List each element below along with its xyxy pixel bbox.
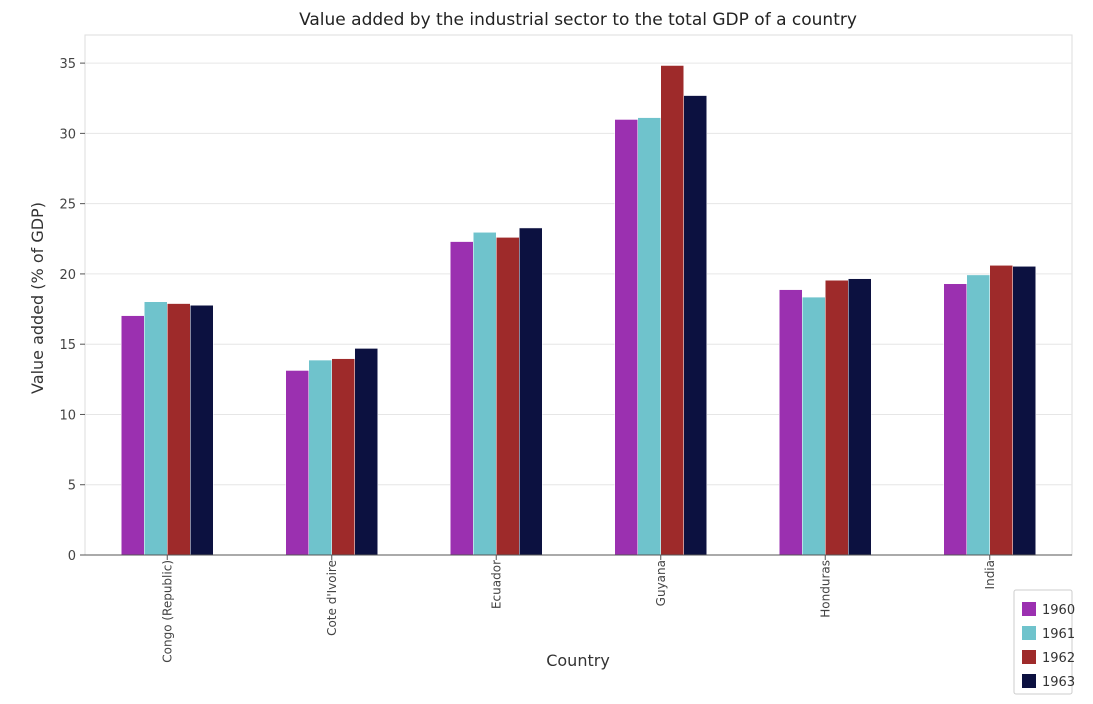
bar-1961-4 bbox=[802, 296, 826, 556]
bar-1960-2 bbox=[450, 241, 474, 556]
bar-1961-5 bbox=[966, 274, 990, 556]
bar-1962-3 bbox=[660, 65, 684, 556]
x-tick-label: Guyana bbox=[654, 560, 668, 606]
legend-swatch bbox=[1022, 650, 1036, 664]
legend: 1960 1961 1962 1963 bbox=[1013, 589, 1075, 695]
bar-1963-3 bbox=[683, 95, 707, 556]
bar-1962-1 bbox=[331, 358, 355, 556]
bar-1961-0 bbox=[144, 301, 168, 556]
bar-1963-4 bbox=[848, 278, 872, 556]
legend-swatch bbox=[1022, 674, 1036, 688]
bar-1963-1 bbox=[354, 348, 378, 556]
bar-1963-2 bbox=[519, 227, 543, 556]
y-axis-label: Value added (% of GDP) bbox=[28, 202, 47, 394]
y-tick-label: 0 bbox=[68, 549, 76, 564]
bar-1960-1 bbox=[285, 370, 309, 556]
bar-1960-3 bbox=[614, 119, 638, 556]
x-tick-label: Ecuador bbox=[489, 560, 503, 609]
y-tick-label: 25 bbox=[59, 198, 76, 213]
bar-1962-0 bbox=[167, 303, 191, 556]
legend-swatch bbox=[1022, 602, 1036, 616]
bar-1960-5 bbox=[943, 283, 967, 556]
bar-1961-2 bbox=[473, 232, 497, 556]
bar-1962-2 bbox=[496, 237, 520, 556]
y-tick-label: 20 bbox=[59, 268, 76, 283]
y-tick-label: 30 bbox=[59, 127, 76, 142]
y-tick-label: 5 bbox=[68, 479, 76, 494]
legend-label: 1961 bbox=[1042, 627, 1075, 642]
x-tick-label: Honduras bbox=[818, 560, 832, 618]
bar-1962-5 bbox=[989, 265, 1013, 556]
bar-1963-0 bbox=[190, 305, 214, 556]
bar-1960-0 bbox=[121, 315, 145, 556]
x-tick-label: India bbox=[983, 560, 997, 589]
bar-1960-4 bbox=[779, 289, 803, 556]
bar-1961-1 bbox=[308, 359, 332, 556]
x-tick-label: Cote d'Ivoire bbox=[325, 560, 339, 636]
axes: 0 5 10 15 20 25 30 35 Congo (Republic) Cote d'Ivo… bbox=[59, 57, 1072, 663]
y-tick-label: 15 bbox=[59, 338, 76, 353]
legend-label: 1960 bbox=[1042, 603, 1075, 618]
bars bbox=[121, 65, 1036, 556]
x-axis-label: Country bbox=[546, 651, 610, 670]
chart-title: Value added by the industrial sector to … bbox=[299, 10, 857, 30]
legend-swatch bbox=[1022, 626, 1036, 640]
y-tick-label: 10 bbox=[59, 408, 76, 423]
bar-1962-4 bbox=[825, 279, 849, 556]
x-tick-label: Congo (Republic) bbox=[160, 560, 174, 663]
bar-1961-3 bbox=[637, 117, 661, 556]
legend-label: 1963 bbox=[1042, 675, 1075, 690]
y-tick-label: 35 bbox=[59, 57, 76, 72]
legend-label: 1962 bbox=[1042, 651, 1075, 666]
bar-1963-5 bbox=[1012, 266, 1036, 556]
